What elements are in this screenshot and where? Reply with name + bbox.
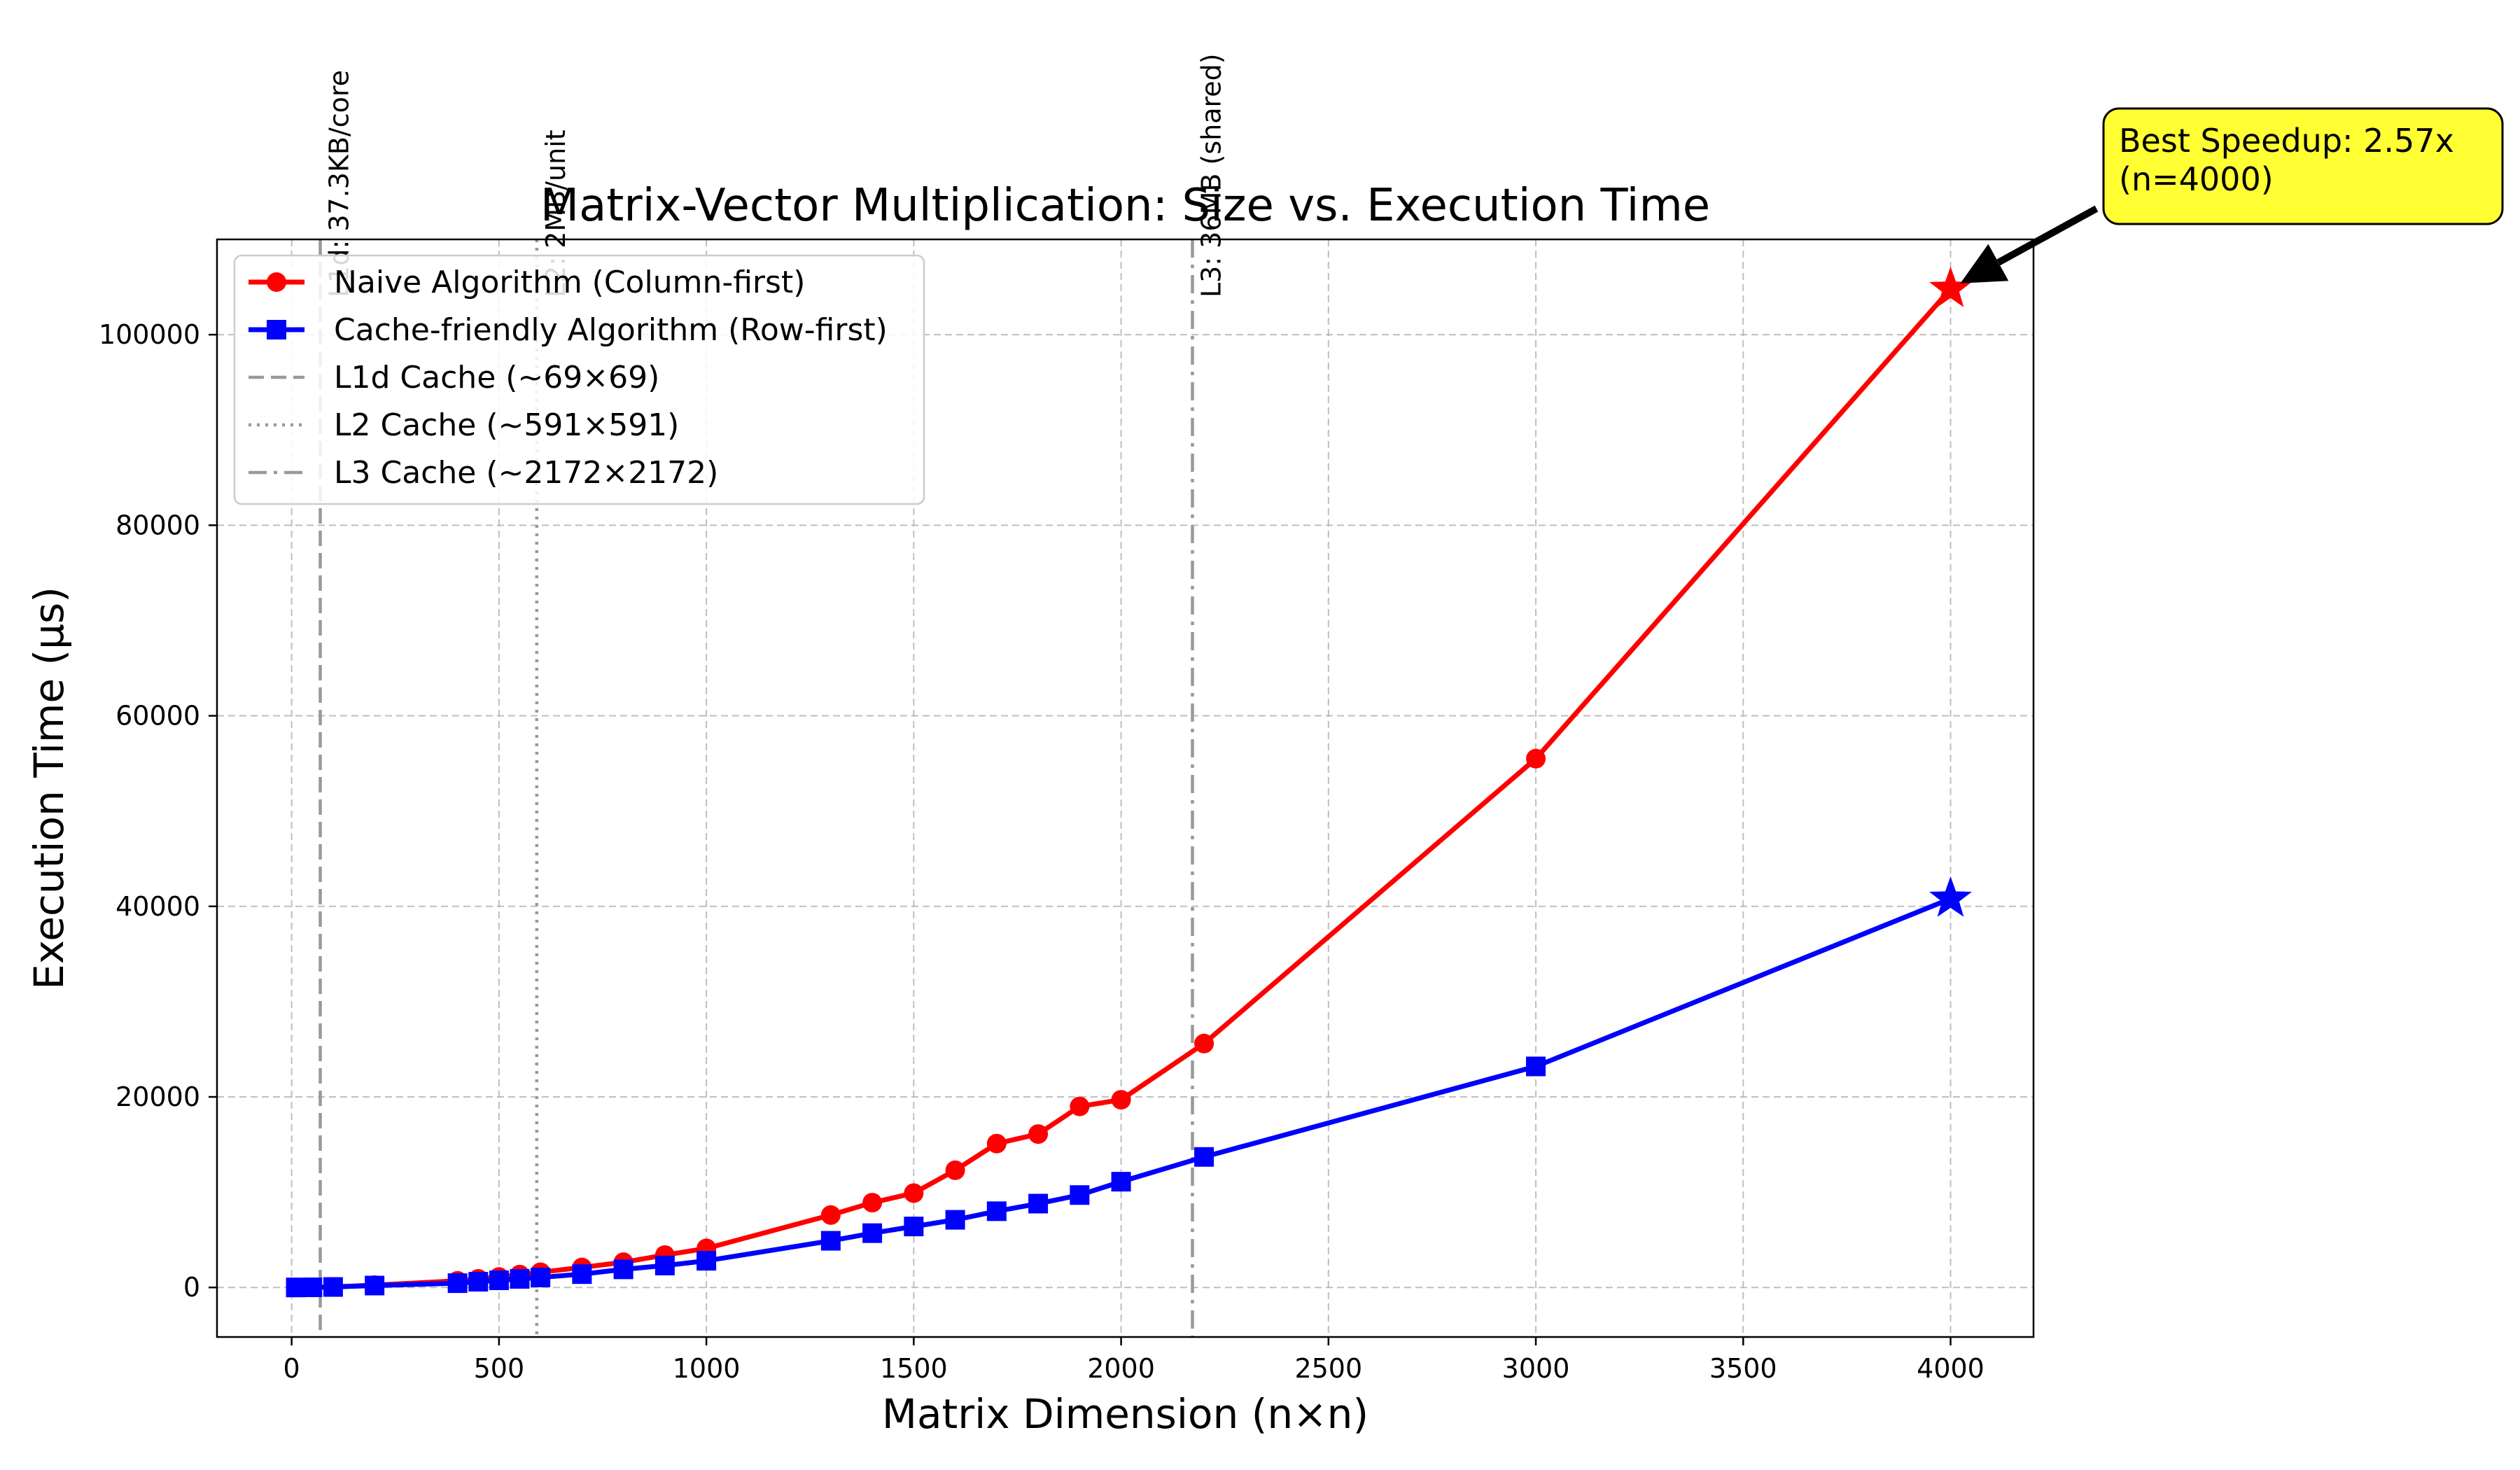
data-point <box>1111 1172 1131 1192</box>
chart-title: Matrix-Vector Multiplication: Size vs. E… <box>540 180 1710 232</box>
annotation-box <box>2102 107 2504 225</box>
x-tick-label: 2500 <box>1294 1353 1362 1384</box>
annotation-arrow-head <box>1960 244 2009 284</box>
speedup-annotation: Best Speedup: 2.57x (n=4000) <box>1960 107 2504 284</box>
star-marker-2 <box>1929 876 1972 917</box>
x-tick-label: 0 <box>284 1353 300 1384</box>
data-point <box>904 1183 924 1203</box>
legend-label: Cache-friendly Algorithm (Row-first) <box>334 312 888 348</box>
data-point <box>302 1278 323 1298</box>
annotation-arrow <box>1996 205 2099 266</box>
data-point <box>1028 1194 1049 1214</box>
y-tick-label: 20000 <box>115 1082 200 1112</box>
legend-label: L2 Cache (~591×591) <box>334 407 679 443</box>
x-axis-label: Matrix Dimension (n×n) <box>882 1390 1368 1438</box>
data-point <box>510 1268 530 1289</box>
y-axis-label: Execution Time (μs) <box>25 587 73 990</box>
y-tick-label: 60000 <box>115 701 200 732</box>
x-tick-label: 3000 <box>1502 1353 1570 1384</box>
data-point <box>531 1267 551 1287</box>
data-point <box>986 1133 1007 1154</box>
data-point <box>1028 1124 1049 1144</box>
data-point <box>820 1231 841 1251</box>
y-tick-label: 40000 <box>115 891 200 922</box>
data-point <box>862 1193 883 1213</box>
data-point <box>820 1205 841 1225</box>
data-point <box>286 1278 306 1298</box>
data-point <box>468 1272 489 1292</box>
x-tick-label: 2000 <box>1087 1353 1155 1384</box>
data-point <box>489 1270 509 1291</box>
series-layer <box>286 287 1953 1298</box>
data-point <box>945 1160 965 1180</box>
legend-entry-4: L2 Cache (~591×591) <box>248 407 679 443</box>
x-tick-label: 4000 <box>1917 1353 1984 1384</box>
data-point <box>1194 1033 1214 1054</box>
x-tick-label: 1500 <box>880 1353 948 1384</box>
series-2 <box>286 896 1952 1298</box>
data-point <box>572 1264 592 1284</box>
legend-entry-2: Cache-friendly Algorithm (Row-first) <box>248 312 888 348</box>
data-point <box>1526 748 1546 769</box>
cache-label-3: L3: 36MB (shared) <box>1196 53 1226 298</box>
data-point <box>945 1210 965 1230</box>
legend-entry-3: L1d Cache (~69×69) <box>248 360 659 396</box>
data-point <box>1070 1096 1090 1116</box>
legend-label: L3 Cache (~2172×2172) <box>334 455 718 491</box>
data-point <box>1111 1090 1131 1110</box>
legend: Naive Algorithm (Column-first) Cache-frie… <box>233 254 925 505</box>
x-tick-label: 500 <box>474 1353 525 1384</box>
legend-entry-5: L3 Cache (~2172×2172) <box>248 455 718 491</box>
annotation-text-line1: Best Speedup: 2.57x <box>2119 122 2454 160</box>
legend-box <box>233 254 925 505</box>
ticks: 0 500 1000 1500 2000 2500 3000 3500 400002000040… <box>99 319 1984 1384</box>
x-tick-label: 3500 <box>1709 1353 1777 1384</box>
data-point <box>696 1251 717 1271</box>
annotation-text-line2: (n=4000) <box>2119 160 2274 198</box>
data-point <box>1070 1185 1090 1205</box>
legend-label: Naive Algorithm (Column-first) <box>334 265 805 300</box>
data-point <box>365 1275 385 1296</box>
data-point <box>613 1259 634 1280</box>
data-point <box>654 1255 675 1275</box>
data-point <box>1526 1056 1546 1077</box>
legend-entry-1: Naive Algorithm (Column-first) <box>248 265 805 300</box>
highlight-markers <box>1929 266 1972 917</box>
plot-frame <box>216 238 2035 1338</box>
data-point <box>862 1223 883 1243</box>
data-point <box>904 1217 924 1237</box>
data-point <box>323 1277 343 1297</box>
data-point <box>447 1273 468 1294</box>
legend-swatch-marker <box>267 272 286 292</box>
legend-label: L1d Cache (~69×69) <box>334 360 659 396</box>
y-tick-label: 100000 <box>99 319 200 350</box>
data-point <box>986 1201 1007 1222</box>
y-tick-label: 0 <box>183 1272 200 1303</box>
x-tick-label: 1000 <box>673 1353 741 1384</box>
legend-swatch-marker <box>267 320 286 340</box>
y-tick-label: 80000 <box>115 510 200 540</box>
data-point <box>1194 1147 1214 1167</box>
star-marker-1 <box>1929 266 1972 307</box>
